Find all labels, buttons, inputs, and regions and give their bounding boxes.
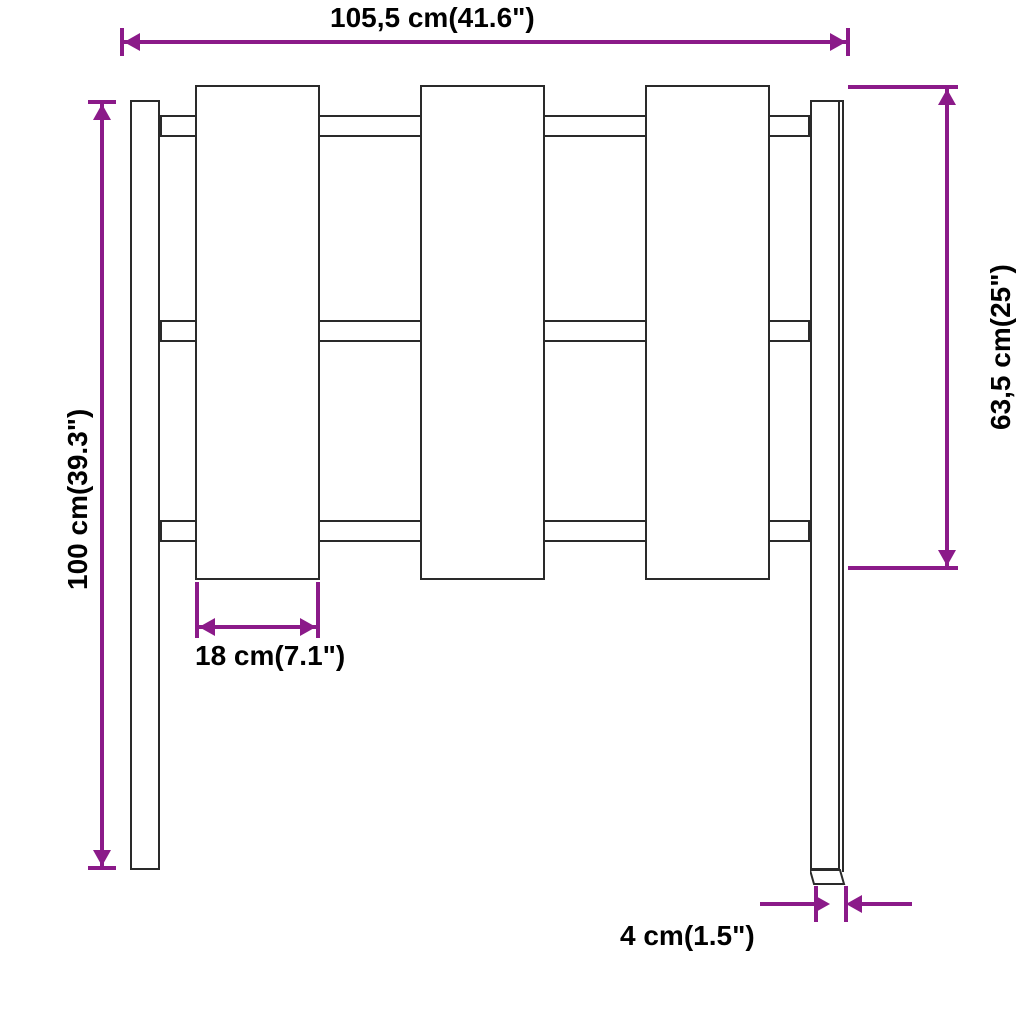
depth-cap (810, 868, 850, 886)
left-post (130, 100, 160, 870)
slat-2 (420, 85, 545, 580)
slat-1 (195, 85, 320, 580)
dim-top-label: 105,5 cm(41.6") (330, 2, 535, 34)
right-post-depth-top (840, 100, 844, 102)
dim-left-label: 100 cm(39.3") (62, 409, 94, 590)
right-post-depth (842, 100, 844, 872)
right-post (810, 100, 840, 870)
dim-depth-label: 4 cm(1.5") (620, 920, 755, 952)
dim-slat-label: 18 cm(7.1") (195, 640, 345, 672)
slat-3 (645, 85, 770, 580)
dim-right-label: 63,5 cm(25") (985, 264, 1017, 430)
